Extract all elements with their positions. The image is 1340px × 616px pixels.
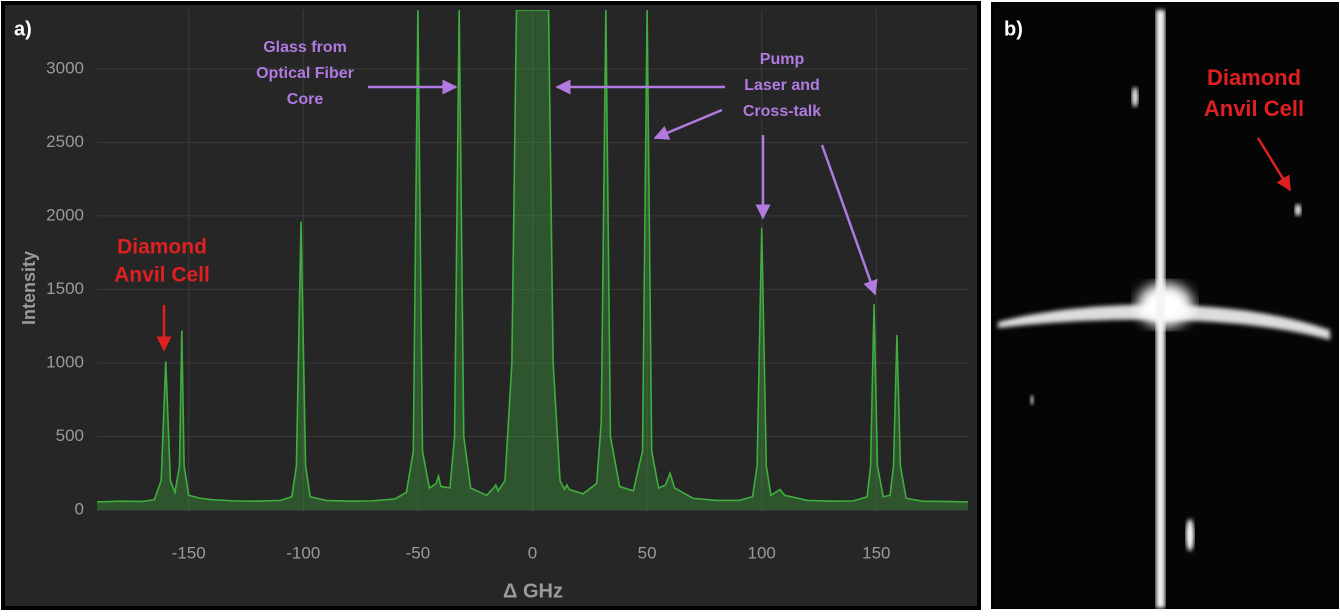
- labels: 0 500 1000 1500 2000 2500 3000 -150 -100 -50 0 50 10…: [46, 39, 890, 562]
- x-tick-label: 50: [638, 543, 657, 562]
- x-tick-label: -50: [406, 543, 431, 562]
- arrow: [1256, 137, 1292, 192]
- y-tick-label: 1500: [46, 279, 84, 298]
- x-tick-label: 0: [528, 543, 537, 562]
- x-tick-label: -150: [172, 543, 206, 562]
- panel-a: [1, 1, 981, 610]
- x-tick-label: -100: [286, 543, 320, 562]
- panel-label: a): [14, 18, 32, 40]
- y-tick-label: 3000: [46, 58, 84, 77]
- y-tick-label: 2500: [46, 132, 84, 151]
- annotation: Diamond: [117, 236, 207, 259]
- annotation: Anvil Cell: [114, 264, 210, 287]
- annotation: Glass from: [263, 39, 347, 56]
- x-tick-label: 100: [748, 543, 776, 562]
- y-tick-label: 0: [75, 499, 84, 518]
- plot-area: [97, 10, 968, 510]
- arrow: [653, 108, 723, 140]
- y-tick-label: 2000: [46, 205, 84, 224]
- annotation: Core: [287, 91, 324, 108]
- annotation: Pump: [760, 51, 805, 68]
- annotation: Laser and: [744, 77, 820, 94]
- annotation: Cross-talk: [743, 103, 821, 120]
- annotation: Diamond Anvil Cell: [1204, 65, 1304, 121]
- y-tick-label: 500: [56, 426, 84, 445]
- arrow: [820, 144, 878, 296]
- annotation: Diamond: [1207, 65, 1301, 90]
- annotation: Optical Fiber: [256, 65, 354, 82]
- area: [97, 10, 968, 510]
- x-axis-title: Δ GHz: [503, 580, 563, 602]
- y-axis-title: Intensity: [19, 251, 39, 325]
- line: [97, 10, 968, 503]
- y-tick-label: 1000: [46, 352, 84, 371]
- x-tick-label: 150: [862, 543, 890, 562]
- annotation: Anvil Cell: [1204, 96, 1304, 121]
- detector-image: [998, 10, 1330, 608]
- panel-label: b): [1004, 18, 1023, 40]
